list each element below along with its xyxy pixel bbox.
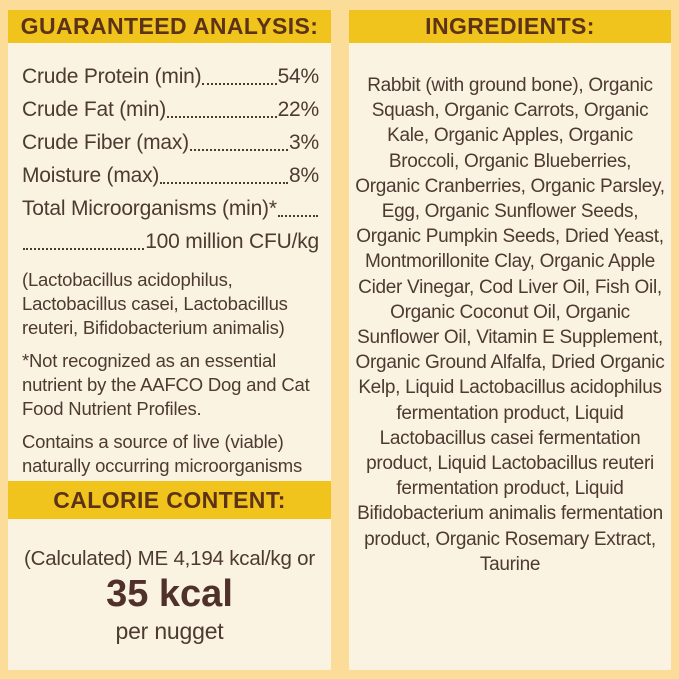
calorie-content-title: CALORIE CONTENT: <box>53 486 286 513</box>
ingredients-list: Rabbit (with ground bone), Organic Squas… <box>355 75 665 575</box>
analysis-value: 8% <box>289 164 319 187</box>
guaranteed-analysis-panel: Crude Protein (min) 54% Crude Fat (min) … <box>8 43 331 481</box>
analysis-row-crude-fat: Crude Fat (min) 22% <box>22 93 319 126</box>
dot-leader <box>23 225 145 250</box>
guaranteed-analysis-header: GUARANTEED ANALYSIS: <box>8 10 331 43</box>
right-column: INGREDIENTS: Rabbit (with ground bone), … <box>349 10 671 670</box>
calorie-content-panel: (Calculated) ME 4,194 kcal/kg or 35 kcal… <box>8 519 331 670</box>
analysis-value: 22% <box>277 98 320 121</box>
dot-leader <box>160 159 289 184</box>
guaranteed-analysis-title: GUARANTEED ANALYSIS: <box>20 13 319 39</box>
calorie-content-header: CALORIE CONTENT: <box>8 481 331 519</box>
calorie-calculated-line: (Calculated) ME 4,194 kcal/kg or <box>24 547 315 570</box>
analysis-value: 100 million CFU/kg <box>145 230 319 253</box>
ingredients-panel: Rabbit (with ground bone), Organic Squas… <box>349 43 671 670</box>
left-column: GUARANTEED ANALYSIS: Crude Protein (min)… <box>8 10 331 670</box>
analysis-row-cfu-value: 100 million CFU/kg <box>22 225 319 258</box>
ingredients-title: INGREDIENTS: <box>425 13 595 39</box>
analysis-row-crude-protein: Crude Protein (min) 54% <box>22 60 319 93</box>
dot-leader <box>277 192 318 217</box>
aafco-footnote: *Not recognized as an essential nutrient… <box>22 350 310 419</box>
dot-leader <box>167 93 277 118</box>
calorie-per-nugget-unit: per nugget <box>115 618 224 644</box>
analysis-label: Moisture (max) <box>22 164 160 187</box>
analysis-label: Crude Protein (min) <box>22 65 202 88</box>
probiotic-species-note: (Lactobacillus acidophilus, Lactobacillu… <box>22 269 288 338</box>
analysis-row-moisture: Moisture (max) 8% <box>22 159 319 192</box>
analysis-value: 54% <box>277 65 320 88</box>
dot-leader <box>202 60 277 85</box>
analysis-row-total-microorganisms: Total Microorganisms (min)* <box>22 192 319 225</box>
analysis-label: Crude Fat (min) <box>22 98 167 121</box>
analysis-row-crude-fiber: Crude Fiber (max) 3% <box>22 126 319 159</box>
live-microorganisms-note: Contains a source of live (viable) natur… <box>22 431 303 476</box>
analysis-value: 3% <box>289 131 319 154</box>
analysis-label: Total Microorganisms (min)* <box>22 197 277 220</box>
calorie-per-nugget-value: 35 kcal <box>106 573 233 615</box>
dot-leader <box>189 126 289 151</box>
ingredients-header: INGREDIENTS: <box>349 10 671 43</box>
analysis-label: Crude Fiber (max) <box>22 131 189 154</box>
